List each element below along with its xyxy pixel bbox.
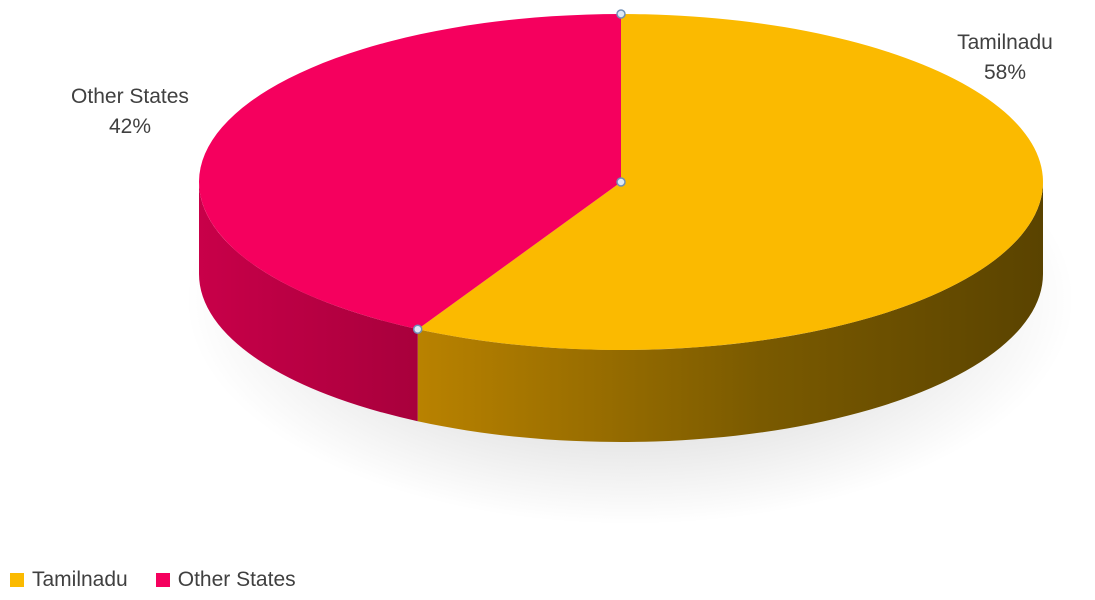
pie-slice-side-other-states [199, 182, 418, 422]
selection-handle-other-states-start[interactable] [412, 324, 423, 334]
legend-item-tamilnadu[interactable]: Tamilnadu [10, 568, 128, 592]
legend-item-other-states[interactable]: Other States [155, 568, 296, 592]
data-label-tamilnadu-value: 58% [983, 61, 1027, 84]
legend-swatch-other-states [155, 573, 170, 587]
data-label-tamilnadu: Tamilnadu 58% [940, 28, 1070, 88]
legend: Tamilnadu Other States [10, 568, 324, 592]
data-label-other-states-value: 42% [108, 115, 152, 138]
data-label-other-states: Other States 42% [30, 82, 230, 142]
legend-label-other-states: Other States [177, 568, 296, 591]
selection-handle-tamilnadu-start[interactable] [616, 9, 626, 19]
pie-slice-side-tamilnadu [417, 182, 1043, 443]
pie-slice-other-states[interactable] [198, 13, 621, 330]
data-label-tamilnadu-name: Tamilnadu [957, 31, 1053, 54]
data-label-other-states-name: Other States [71, 85, 189, 108]
selection-handle-center[interactable] [616, 177, 626, 187]
legend-label-tamilnadu: Tamilnadu [32, 568, 128, 591]
pie-slice-tamilnadu[interactable] [417, 14, 1043, 350]
legend-swatch-tamilnadu [10, 573, 24, 587]
